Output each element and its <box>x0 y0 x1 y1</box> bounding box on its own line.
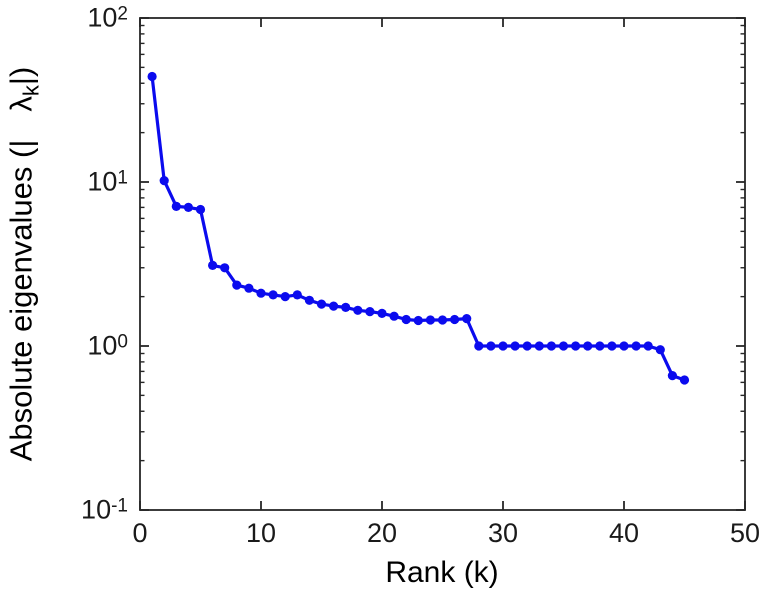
data-point-marker <box>232 280 242 290</box>
data-point-marker <box>208 260 218 270</box>
data-point-marker <box>425 315 435 325</box>
x-tick-label: 20 <box>366 518 398 548</box>
x-tick-label: 50 <box>729 518 761 548</box>
data-point-marker <box>619 341 629 351</box>
data-point-marker <box>450 314 460 325</box>
data-point-marker <box>679 375 690 385</box>
data-point-marker <box>171 201 181 211</box>
data-point-marker <box>256 288 266 298</box>
data-point-marker <box>195 204 206 215</box>
data-point-marker <box>389 311 399 321</box>
data-point-marker <box>341 302 351 312</box>
data-point-marker <box>486 341 496 351</box>
data-point-marker <box>413 315 423 326</box>
data-point-marker <box>159 176 169 186</box>
y-axis-label-suffix: |) <box>3 66 39 86</box>
data-point-marker <box>365 307 375 317</box>
data-point-marker <box>474 341 484 351</box>
data-point-marker <box>183 202 193 212</box>
data-point-marker <box>546 341 557 351</box>
lambda-symbol: λ <box>3 96 39 112</box>
lambda-subscript: k <box>18 85 44 97</box>
data-point-marker <box>268 290 278 300</box>
data-point-marker <box>280 292 290 302</box>
data-point-marker <box>643 341 653 351</box>
x-tick-label: 0 <box>132 518 148 548</box>
axes-box <box>139 17 746 511</box>
data-point-marker <box>631 341 641 351</box>
data-point-marker <box>583 341 593 351</box>
data-point-marker <box>607 341 617 351</box>
data-point-marker <box>316 299 327 309</box>
x-tick-label: 40 <box>608 518 640 548</box>
data-point-marker <box>667 371 678 381</box>
data-point-marker <box>437 315 448 325</box>
data-point-marker <box>655 345 665 355</box>
data-point-marker <box>522 341 532 351</box>
data-point-marker <box>534 341 544 351</box>
y-tick-label: 102 <box>87 2 128 33</box>
data-point-marker <box>304 295 314 305</box>
y-tick-label: 100 <box>87 330 128 361</box>
data-point-marker <box>147 71 157 82</box>
data-point-marker <box>244 283 254 293</box>
y-tick-label: 101 <box>87 166 128 197</box>
data-point-marker <box>462 314 472 324</box>
data-point-marker <box>595 341 605 351</box>
data-point-marker <box>377 308 387 318</box>
data-point-marker <box>558 341 569 351</box>
y-tick-label: 10-1 <box>81 494 128 525</box>
eigenvalue-line <box>150 74 687 382</box>
data-point-marker <box>353 305 363 315</box>
x-axis-label: Rank (k) <box>385 556 499 589</box>
data-point-marker <box>329 301 339 311</box>
data-point-marker <box>292 290 302 300</box>
data-point-marker <box>220 263 230 273</box>
y-axis-label: Absolute eigenvalues (|λk|) <box>3 67 44 462</box>
data-point-marker <box>571 341 581 351</box>
data-point-marker <box>401 314 411 325</box>
x-tick-label: 10 <box>245 518 277 548</box>
data-point-marker <box>510 341 520 351</box>
data-point-marker <box>498 341 508 351</box>
x-tick-label: 30 <box>487 518 519 548</box>
